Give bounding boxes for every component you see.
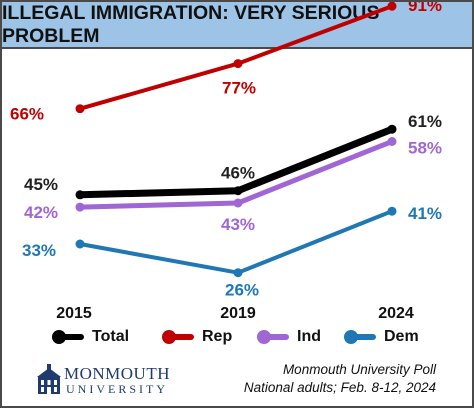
legend-item-rep: Rep bbox=[162, 324, 232, 350]
legend-item-total: Total bbox=[52, 324, 129, 350]
legend: Total Rep Ind Dem bbox=[52, 324, 452, 350]
chart-title: ILLEGAL IMMIGRATION: VERY SERIOUS PROBLE… bbox=[2, 1, 380, 47]
legend-swatch-rep bbox=[162, 324, 196, 350]
source-line-2: National adults; Feb. 8-12, 2024 bbox=[243, 380, 436, 395]
data-label-dem-2024: 41% bbox=[408, 204, 442, 223]
legend-item-dem: Dem bbox=[344, 324, 419, 350]
logo-subtitle: UNIVERSITY bbox=[66, 382, 168, 396]
source-line-1: Monmouth University Poll bbox=[282, 362, 436, 377]
point-rep-2015 bbox=[75, 104, 85, 114]
legend-swatch-total bbox=[52, 324, 86, 350]
legend-label-ind: Ind bbox=[297, 328, 321, 345]
source-note: Monmouth University Poll National adults… bbox=[244, 361, 436, 397]
point-dem-2019 bbox=[233, 268, 243, 278]
data-label-rep-2019: 77% bbox=[222, 79, 256, 98]
point-dem-2015 bbox=[75, 239, 85, 249]
monmouth-logo: MONMOUTH UNIVERSITY bbox=[36, 362, 176, 398]
data-label-total-2024: 61% bbox=[408, 112, 442, 131]
data-label-rep-2015: 66% bbox=[10, 105, 44, 124]
data-label-ind-2015: 42% bbox=[24, 203, 58, 222]
university-building-icon bbox=[37, 364, 61, 394]
x-tick-label-2019: 2019 bbox=[220, 305, 256, 322]
point-dem-2024 bbox=[387, 206, 397, 216]
point-total-2024 bbox=[387, 124, 397, 134]
legend-swatch-dem bbox=[344, 324, 378, 350]
logo-name: MONMOUTH bbox=[64, 364, 170, 383]
point-total-2015 bbox=[75, 190, 85, 200]
data-label-rep-2024: 91% bbox=[408, 2, 442, 15]
x-tick-label-2024: 2024 bbox=[378, 305, 414, 322]
point-ind-2015 bbox=[75, 202, 85, 212]
legend-label-rep: Rep bbox=[202, 328, 233, 345]
data-label-total-2015: 45% bbox=[24, 175, 58, 194]
point-rep-2019 bbox=[233, 59, 243, 69]
point-total-2019 bbox=[233, 186, 243, 196]
data-label-ind-2024: 58% bbox=[408, 139, 442, 158]
point-ind-2024 bbox=[387, 137, 397, 146]
legend-label-total: Total bbox=[92, 328, 130, 345]
data-label-dem-2015: 33% bbox=[22, 241, 56, 260]
data-label-ind-2019: 43% bbox=[221, 215, 255, 234]
data-label-dem-2019: 26% bbox=[225, 281, 259, 300]
data-label-total-2019: 46% bbox=[221, 164, 255, 183]
point-rep-2024 bbox=[387, 2, 397, 11]
x-tick-label-2015: 2015 bbox=[56, 305, 92, 322]
legend-label-dem: Dem bbox=[384, 328, 419, 345]
point-ind-2019 bbox=[233, 198, 243, 208]
legend-swatch-ind bbox=[257, 324, 291, 350]
legend-item-ind: Ind bbox=[257, 324, 321, 350]
